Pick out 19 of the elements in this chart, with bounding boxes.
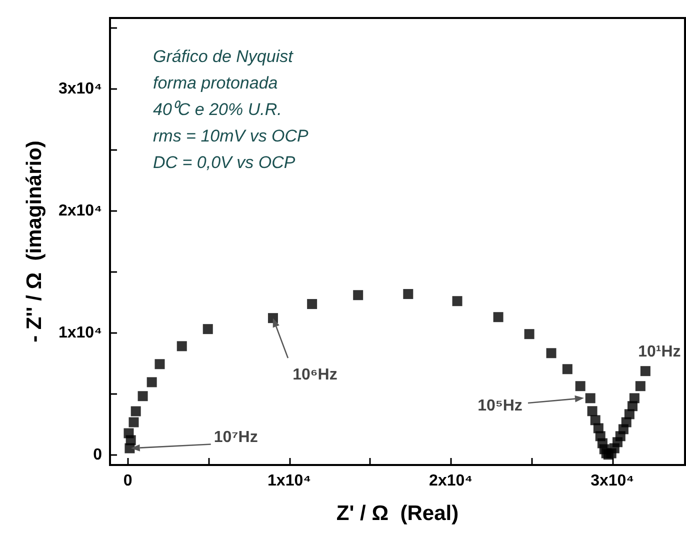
x-tick-label: 2x10⁴: [429, 472, 473, 490]
annotation: 40⁰C e 20% U.R.: [153, 100, 282, 119]
y-tick-label: 1x10⁴: [58, 324, 102, 342]
y-tick-label: 2x10⁴: [58, 202, 102, 220]
annotation: 10¹Hz: [638, 344, 681, 361]
annotation: 10⁵Hz: [478, 398, 522, 414]
x-tick-label: 1x10⁴: [268, 472, 312, 490]
x-tick-label: 0: [123, 472, 132, 490]
annotation: forma protonada: [153, 74, 278, 92]
y-tick-label: 3x10⁴: [58, 80, 102, 98]
annotation: Gráfico de Nyquist: [153, 47, 294, 66]
annotation: rms = 10mV vs OCP: [153, 126, 310, 146]
annotation: 10⁷Hz: [214, 428, 258, 446]
annotation: DC = 0,0V vs OCP: [153, 153, 296, 172]
annotation: 10⁶Hz: [292, 366, 338, 384]
x-axis-title: Z' / Ω (Real): [336, 502, 459, 525]
x-tick-label: 3x10⁴: [590, 472, 634, 490]
y-axis-title: - Z'' / Ω (imaginário): [23, 140, 46, 342]
y-tick-label: 0: [93, 446, 102, 464]
